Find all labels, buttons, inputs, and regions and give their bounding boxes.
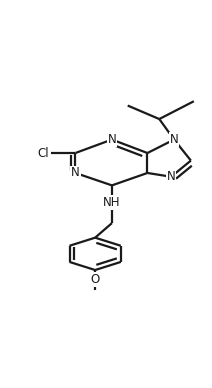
Text: O: O	[91, 273, 100, 286]
Text: N: N	[167, 170, 176, 183]
Text: N: N	[71, 166, 80, 180]
Text: N: N	[170, 133, 179, 146]
Text: N: N	[107, 133, 116, 146]
Text: NH: NH	[103, 196, 121, 209]
Text: Cl: Cl	[37, 147, 49, 159]
